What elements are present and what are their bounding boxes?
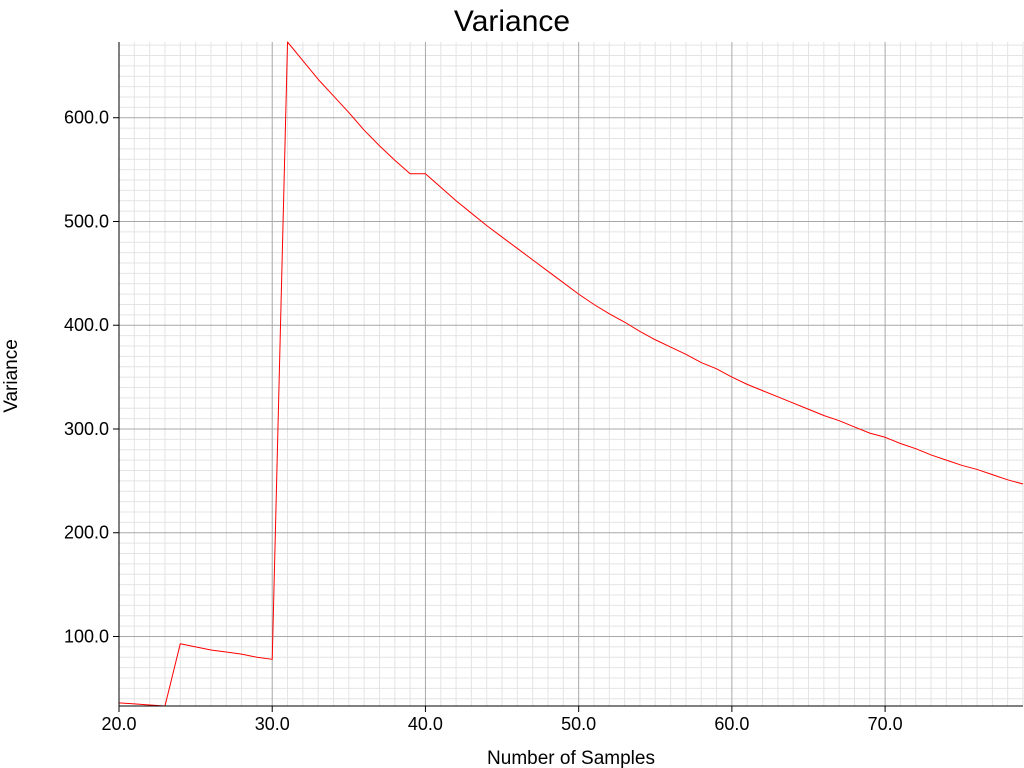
x-tick-label: 30.0 bbox=[255, 714, 290, 734]
y-tick-label: 500.0 bbox=[64, 211, 109, 231]
series-layer bbox=[118, 41, 1024, 707]
x-axis-label: Number of Samples bbox=[487, 748, 655, 768]
y-axis-label: Variance bbox=[1, 339, 22, 413]
y-tick-label: 300.0 bbox=[64, 419, 109, 439]
minor-grid bbox=[119, 42, 1024, 706]
series-line-0 bbox=[118, 41, 1024, 707]
tick-labels: 20.0 30.0 40.0 50.0 60.0 70.0 100.0 200.0 300.0 4… bbox=[64, 108, 903, 734]
axes bbox=[113, 42, 1023, 712]
x-tick-label: 70.0 bbox=[868, 714, 903, 734]
chart-title: Variance bbox=[454, 5, 570, 38]
y-tick-label: 200.0 bbox=[64, 523, 109, 543]
x-tick-label: 40.0 bbox=[408, 714, 443, 734]
y-tick-label: 100.0 bbox=[64, 626, 109, 646]
x-tick-label: 20.0 bbox=[101, 714, 136, 734]
x-tick-label: 60.0 bbox=[714, 714, 749, 734]
y-tick-label: 400.0 bbox=[64, 315, 109, 335]
x-tick-label: 50.0 bbox=[561, 714, 596, 734]
y-tick-label: 600.0 bbox=[64, 108, 109, 128]
